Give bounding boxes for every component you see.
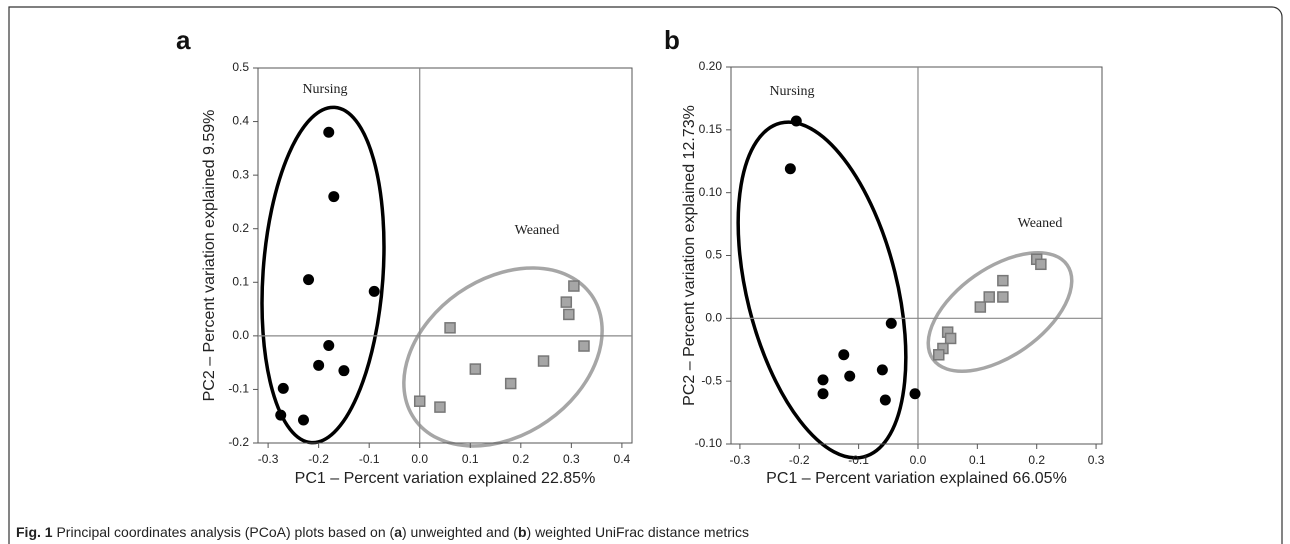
y-tick-label: 0.4 [232,114,249,128]
point [560,296,573,308]
point [885,317,897,329]
y-tick-label: 0.5 [232,60,249,74]
x-tick-label: -0.2 [308,452,329,466]
point [909,388,921,400]
point [504,377,517,390]
y-tick-label: 0.0 [232,328,249,342]
y-tick-label: 0.5 [705,248,722,262]
point [537,355,550,367]
group-ellipse [736,120,908,460]
point [338,365,350,377]
point [784,163,796,175]
point [944,332,957,345]
point [313,359,325,371]
point [876,364,888,376]
x-tick-label: -0.1 [359,452,380,466]
panel-label: b [664,25,680,55]
y-axis-title: PC2 – Percent variation explained 12.73% [681,105,698,406]
point [790,115,802,127]
point [277,382,289,394]
plot-frame [257,67,633,444]
x-tick-label: -0.3 [258,452,279,466]
point [434,401,446,413]
x-tick-label: 0.2 [1028,453,1045,467]
point [817,388,829,400]
caption-part: ) unweighted and ( [402,524,518,540]
point [368,285,380,297]
group-label: Nursing [769,84,814,99]
x-tick-label: 0.0 [411,452,428,466]
caption-part: ) weighted UniFrac distance metrics [527,524,750,540]
caption-part: b [518,524,527,540]
point [578,340,590,352]
x-tick-label: -0.2 [789,453,810,467]
x-tick-label: 0.0 [910,453,927,467]
point [1035,258,1047,271]
group-label: Weaned [515,223,560,238]
point [974,301,987,313]
panel-label: a [176,25,191,55]
point [328,191,340,203]
point [879,394,891,406]
x-tick-label: 0.3 [563,452,580,466]
x-tick-label: -0.1 [848,453,869,467]
point [444,322,456,334]
y-tick-label: 0.1 [232,274,249,288]
point [933,349,945,361]
y-tick-label: 0.0 [705,311,722,325]
point [303,274,315,286]
x-tick-label: 0.3 [1088,453,1105,467]
point [563,308,575,321]
figure-border [8,6,1283,544]
point [413,395,426,407]
point [983,291,995,303]
point [997,291,1009,303]
point [997,274,1009,287]
y-tick-label: 0.20 [699,59,723,73]
caption-part: a [394,524,402,540]
point [838,349,850,361]
x-tick-label: 0.2 [512,452,529,466]
x-tick-label: 0.4 [614,452,631,466]
group-label: Weaned [1018,216,1063,231]
x-tick-label: 0.1 [969,453,986,467]
y-tick-label: -0.2 [228,435,249,449]
point [323,340,335,351]
caption-part: Principal coordinates analysis (PCoA) pl… [53,524,395,540]
point [817,374,829,386]
y-tick-label: -0.5 [701,373,722,387]
caption: Fig. 1 Principal coordinates analysis (P… [16,524,749,540]
point [323,126,335,138]
point [844,370,856,382]
point [568,280,580,292]
caption-part: Fig. 1 [16,524,53,540]
y-tick-label: -0.1 [228,382,249,396]
x-axis-title: PC1 – Percent variation explained 22.85% [295,470,596,487]
y-tick-label: 0.15 [699,122,723,136]
group-ellipse [402,266,604,448]
x-tick-label: 0.1 [462,452,479,466]
y-axis-title: PC2 – Percent variation explained 9.59% [201,110,218,402]
x-tick-label: -0.3 [730,453,751,467]
x-axis-title: PC1 – Percent variation explained 66.05% [766,470,1067,487]
point [469,363,482,375]
point [297,414,309,426]
y-tick-label: -0.10 [695,436,723,450]
y-tick-label: 0.2 [232,221,249,235]
y-tick-label: 0.3 [232,167,249,181]
group-ellipse [260,105,386,445]
point [275,409,287,421]
y-tick-label: 0.10 [699,185,723,199]
group-label: Nursing [302,82,347,97]
group-ellipse [926,250,1074,374]
